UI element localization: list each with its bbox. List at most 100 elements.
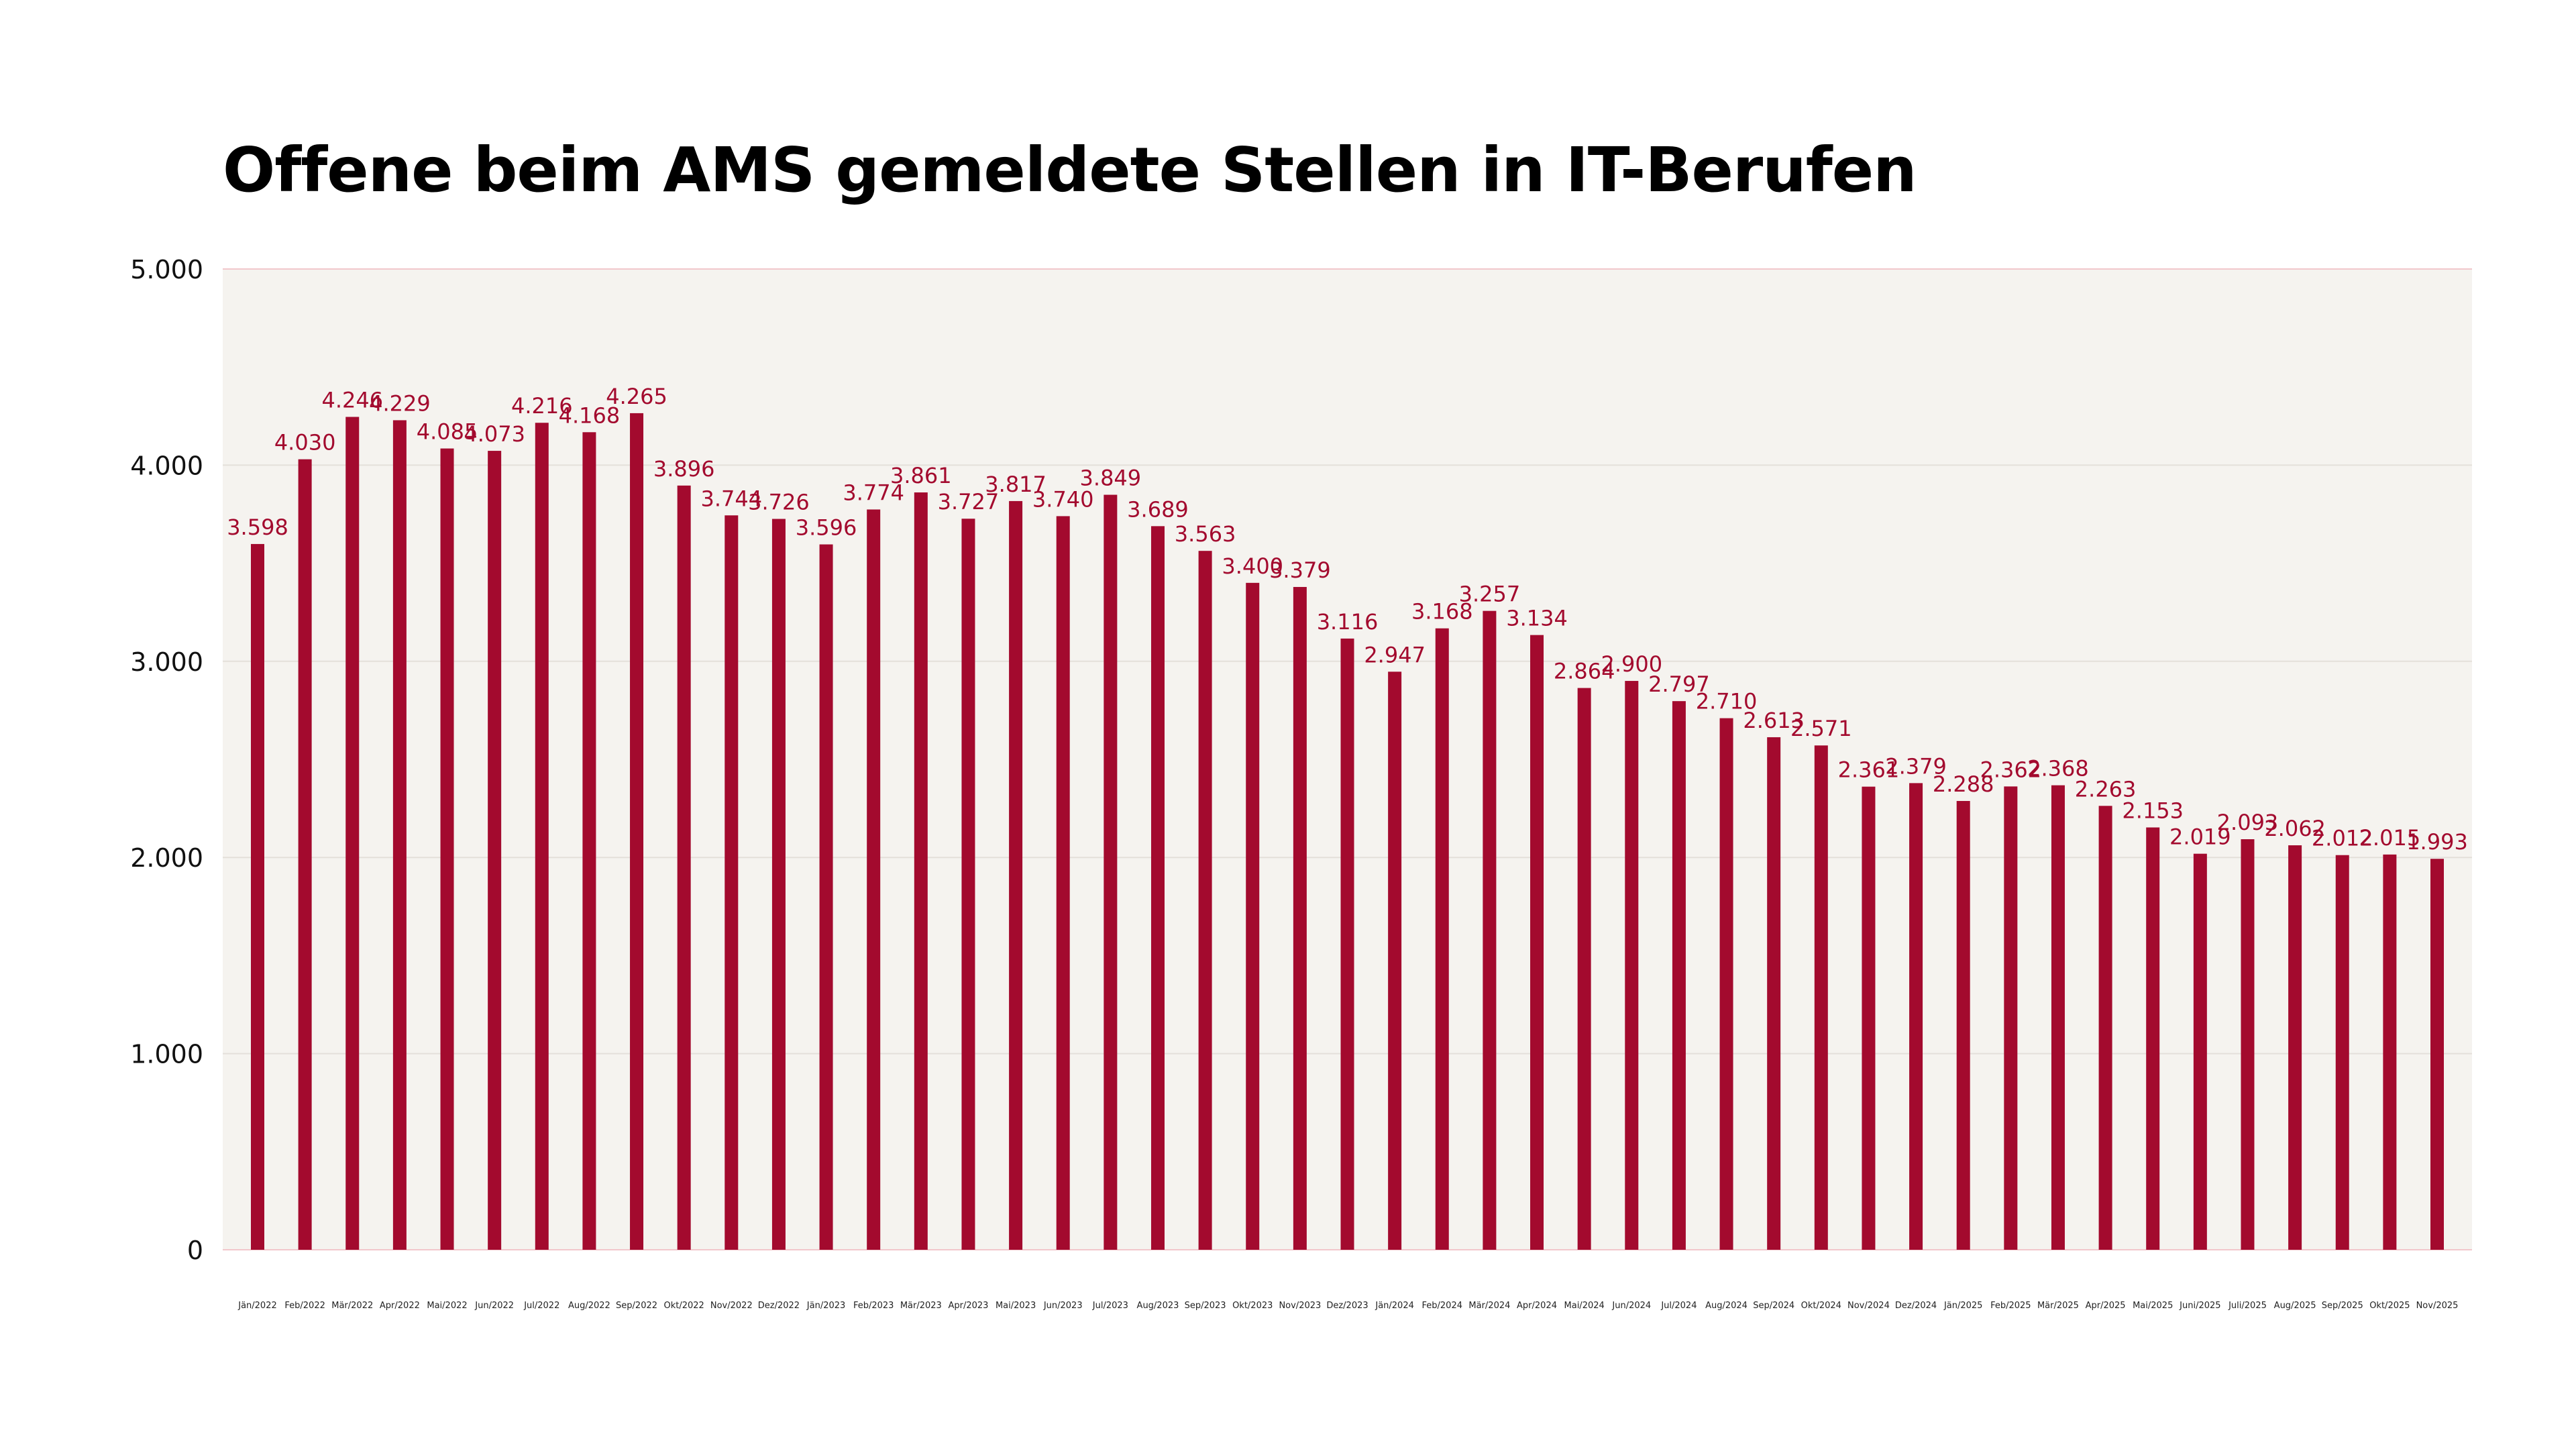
y-tick-label: 1.000 bbox=[130, 1040, 203, 1069]
bar bbox=[1246, 582, 1260, 1250]
x-tick-label: Apr/2024 bbox=[1517, 1301, 1557, 1311]
x-tick-label: Aug/2022 bbox=[568, 1301, 610, 1311]
bar bbox=[677, 485, 691, 1250]
data-label: 3.861 bbox=[890, 463, 952, 488]
x-tick-label: Jän/2022 bbox=[237, 1301, 277, 1311]
data-label: 2.015 bbox=[2359, 825, 2421, 851]
x-tick-label: Jul/2023 bbox=[1092, 1301, 1128, 1311]
x-tick-label: Nov/2022 bbox=[710, 1301, 753, 1311]
data-label: 3.400 bbox=[1222, 553, 1283, 579]
x-tick-label: Jän/2023 bbox=[806, 1301, 846, 1311]
x-tick-label: Sep/2023 bbox=[1185, 1301, 1226, 1311]
x-tick-label: Jun/2024 bbox=[1611, 1301, 1651, 1311]
x-tick-label: Mai/2024 bbox=[1564, 1301, 1605, 1311]
data-label: 4.085 bbox=[417, 419, 478, 445]
data-label: 3.134 bbox=[1506, 606, 1568, 631]
x-tick-label: Aug/2025 bbox=[2274, 1301, 2316, 1311]
bar bbox=[819, 544, 833, 1250]
x-tick-label: Nov/2023 bbox=[1279, 1301, 1321, 1311]
data-label: 4.246 bbox=[321, 387, 383, 413]
data-label: 4.073 bbox=[464, 421, 525, 447]
y-tick-label: 2.000 bbox=[130, 843, 203, 873]
bar bbox=[2241, 839, 2255, 1250]
x-tick-label: Okt/2025 bbox=[2369, 1301, 2410, 1311]
bar bbox=[2335, 855, 2349, 1250]
data-label: 3.257 bbox=[1459, 582, 1521, 607]
x-tick-label: Dez/2023 bbox=[1326, 1301, 1368, 1311]
data-label: 2.062 bbox=[2264, 816, 2326, 841]
bar bbox=[535, 423, 549, 1250]
bar bbox=[1814, 745, 1828, 1250]
data-label: 2.900 bbox=[1601, 651, 1662, 677]
bar bbox=[2288, 845, 2302, 1250]
bar bbox=[2051, 785, 2065, 1250]
x-tick-label: Mär/2024 bbox=[1468, 1301, 1510, 1311]
data-label: 3.896 bbox=[653, 456, 715, 482]
bar bbox=[630, 413, 644, 1250]
bar bbox=[961, 519, 975, 1250]
x-tick-label: Jul/2022 bbox=[523, 1301, 559, 1311]
data-label: 2.361 bbox=[1838, 757, 1900, 783]
data-label: 2.012 bbox=[2312, 826, 2373, 851]
bar bbox=[1483, 610, 1497, 1250]
data-label: 3.598 bbox=[227, 515, 288, 540]
bar bbox=[1435, 628, 1449, 1250]
data-label: 3.116 bbox=[1317, 609, 1379, 635]
bar bbox=[440, 448, 454, 1250]
x-tick-label: Jän/2025 bbox=[1943, 1301, 1983, 1311]
data-label: 4.030 bbox=[274, 430, 336, 455]
x-tick-label: Okt/2023 bbox=[1232, 1301, 1273, 1311]
data-label: 3.689 bbox=[1127, 496, 1189, 522]
x-tick-label: Apr/2025 bbox=[2086, 1301, 2126, 1311]
x-tick-label: Mär/2023 bbox=[900, 1301, 942, 1311]
y-tick-label: 5.000 bbox=[130, 255, 203, 284]
x-tick-label: Feb/2024 bbox=[1422, 1301, 1462, 1311]
bar bbox=[771, 519, 786, 1250]
data-label: 2.153 bbox=[2122, 798, 2184, 823]
x-tick-label: Dez/2024 bbox=[1895, 1301, 1937, 1311]
bar bbox=[1625, 681, 1639, 1250]
y-tick-label: 0 bbox=[187, 1236, 203, 1265]
data-label: 4.229 bbox=[369, 390, 431, 416]
bar bbox=[1956, 800, 1970, 1250]
data-label: 2.368 bbox=[2027, 756, 2089, 782]
x-tick-label: Mär/2025 bbox=[2037, 1301, 2079, 1311]
data-label: 3.727 bbox=[938, 489, 1000, 515]
bar bbox=[1672, 701, 1686, 1250]
bar bbox=[1150, 526, 1165, 1250]
data-label: 4.265 bbox=[606, 384, 667, 409]
data-label: 4.168 bbox=[559, 402, 621, 428]
data-label: 2.263 bbox=[2075, 776, 2137, 802]
bar bbox=[2193, 853, 2207, 1250]
bar bbox=[298, 459, 312, 1250]
data-label: 2.288 bbox=[1933, 771, 1994, 797]
data-label: 2.571 bbox=[1790, 716, 1852, 741]
data-label: 2.613 bbox=[1743, 708, 1805, 733]
x-tick-label: Okt/2024 bbox=[1801, 1301, 1841, 1311]
x-tick-label: Nov/2024 bbox=[1847, 1301, 1890, 1311]
x-tick-label: Apr/2023 bbox=[948, 1301, 988, 1311]
x-tick-label: Aug/2023 bbox=[1137, 1301, 1179, 1311]
x-tick-label: Nov/2025 bbox=[2416, 1301, 2459, 1311]
bar bbox=[2430, 859, 2444, 1250]
bar bbox=[582, 432, 596, 1250]
x-tick-label: Jul/2024 bbox=[1660, 1301, 1697, 1311]
data-label: 3.168 bbox=[1411, 599, 1473, 625]
bar bbox=[914, 492, 928, 1250]
data-label: 3.774 bbox=[843, 480, 904, 505]
x-tick-label: Jun/2023 bbox=[1043, 1301, 1083, 1311]
y-tick-label: 3.000 bbox=[130, 647, 203, 677]
bar bbox=[345, 417, 360, 1250]
data-label: 3.740 bbox=[1032, 486, 1094, 512]
bar bbox=[1862, 786, 1876, 1250]
x-tick-label: Mai/2023 bbox=[996, 1301, 1036, 1311]
data-label: 3.596 bbox=[796, 515, 857, 541]
x-tick-label: Feb/2025 bbox=[1990, 1301, 2031, 1311]
x-tick-label: Dez/2022 bbox=[758, 1301, 800, 1311]
data-label: 2.379 bbox=[1885, 753, 1947, 779]
x-tick-label: Sep/2022 bbox=[616, 1301, 657, 1311]
bar bbox=[1909, 783, 1923, 1250]
bar bbox=[2004, 786, 2018, 1250]
bar bbox=[392, 420, 407, 1250]
